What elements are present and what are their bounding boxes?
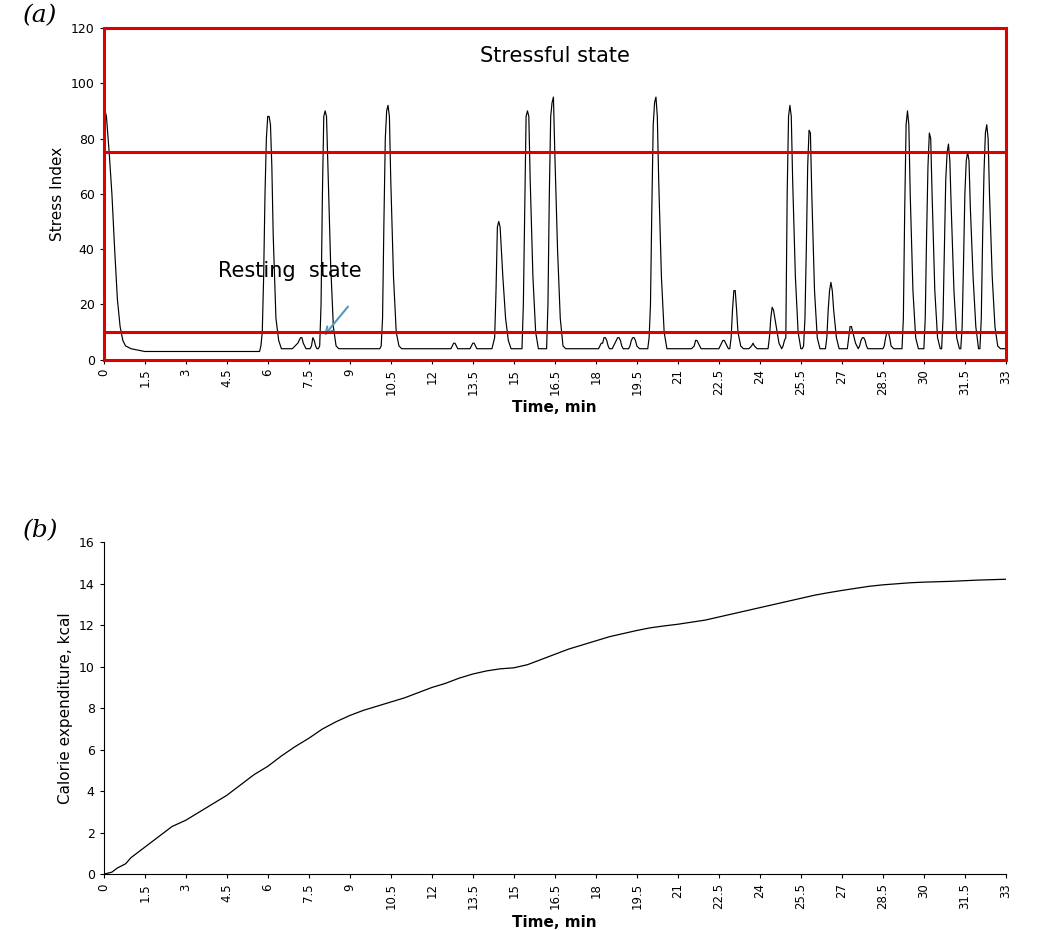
Text: (a): (a) <box>23 5 57 28</box>
X-axis label: Time, min: Time, min <box>512 401 597 416</box>
Text: Stressful state: Stressful state <box>480 46 629 65</box>
Y-axis label: Calorie expenditure, kcal: Calorie expenditure, kcal <box>58 613 74 804</box>
Text: (b): (b) <box>23 519 58 542</box>
Text: Resting  state: Resting state <box>218 261 362 281</box>
X-axis label: Time, min: Time, min <box>512 915 597 930</box>
Y-axis label: Stress Index: Stress Index <box>50 147 65 241</box>
